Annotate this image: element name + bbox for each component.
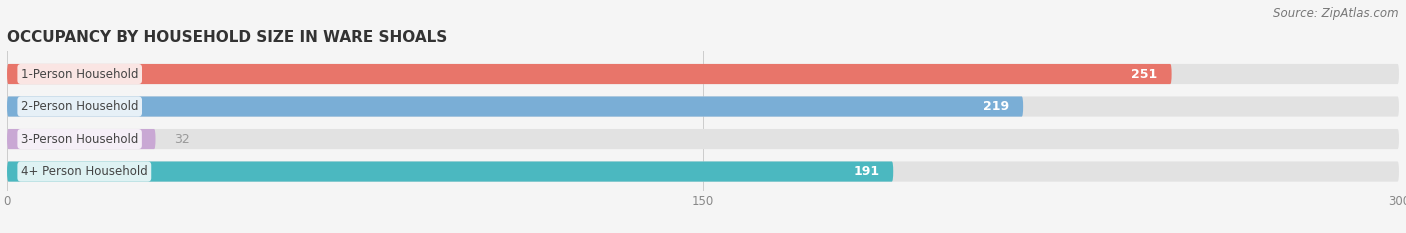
FancyBboxPatch shape xyxy=(7,64,1171,84)
Text: 4+ Person Household: 4+ Person Household xyxy=(21,165,148,178)
FancyBboxPatch shape xyxy=(7,96,1024,116)
FancyBboxPatch shape xyxy=(7,129,156,149)
Text: 251: 251 xyxy=(1132,68,1157,81)
Text: 219: 219 xyxy=(983,100,1010,113)
Text: Source: ZipAtlas.com: Source: ZipAtlas.com xyxy=(1274,7,1399,20)
FancyBboxPatch shape xyxy=(7,161,893,182)
Text: 2-Person Household: 2-Person Household xyxy=(21,100,138,113)
Text: OCCUPANCY BY HOUSEHOLD SIZE IN WARE SHOALS: OCCUPANCY BY HOUSEHOLD SIZE IN WARE SHOA… xyxy=(7,30,447,45)
FancyBboxPatch shape xyxy=(7,161,1399,182)
Text: 1-Person Household: 1-Person Household xyxy=(21,68,138,81)
Text: 32: 32 xyxy=(174,133,190,146)
FancyBboxPatch shape xyxy=(7,64,1399,84)
Text: 191: 191 xyxy=(853,165,879,178)
Text: 3-Person Household: 3-Person Household xyxy=(21,133,138,146)
FancyBboxPatch shape xyxy=(7,129,1399,149)
FancyBboxPatch shape xyxy=(7,96,1399,116)
